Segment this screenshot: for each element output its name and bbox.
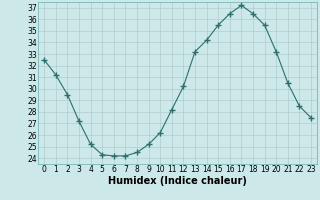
X-axis label: Humidex (Indice chaleur): Humidex (Indice chaleur) xyxy=(108,176,247,186)
